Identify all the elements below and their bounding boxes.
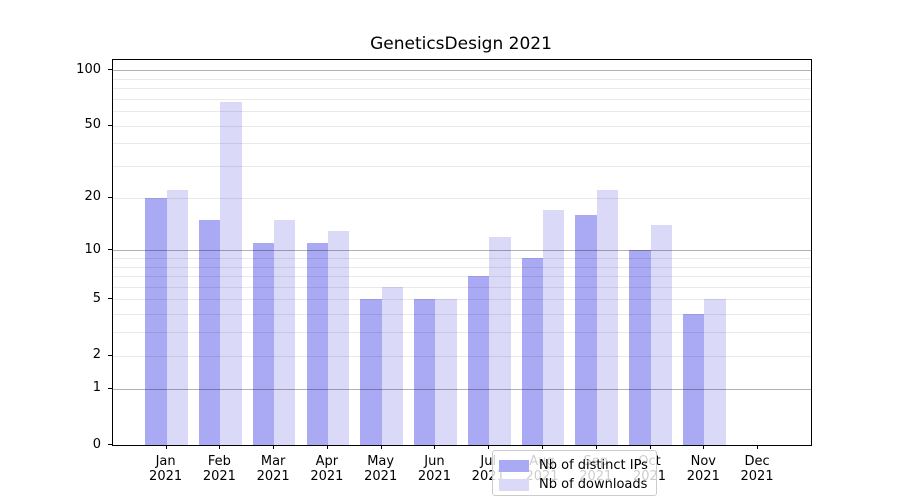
x-tick-mark: [434, 445, 436, 449]
y-tick-label: 50: [84, 117, 101, 133]
bar-distinct-ips-jun: [414, 299, 436, 445]
x-tick-mark: [273, 445, 275, 449]
bar-downloads-jan: [166, 190, 188, 445]
legend: Nb of distinct IPs Nb of downloads: [492, 450, 657, 496]
y-tick-label: 100: [76, 61, 101, 77]
plot-area: Nb of distinct IPs Nb of downloads: [112, 59, 812, 496]
x-tick-mark: [326, 445, 328, 449]
legend-swatch-distinct-ips-icon: [499, 459, 529, 472]
y-tick-mark: [108, 444, 112, 445]
y-tick-label: 20: [84, 189, 101, 205]
x-tick-mark: [488, 445, 490, 449]
bar-distinct-ips-nov: [683, 314, 705, 445]
legend-swatch-downloads-icon: [499, 478, 529, 491]
y-tick-label: 2: [92, 347, 101, 363]
x-tick-mark: [165, 445, 167, 449]
bar-distinct-ips-jul: [467, 276, 490, 445]
y-tick-label: 10: [84, 241, 101, 257]
x-tick-label-nov: Nov 2021: [686, 454, 720, 484]
legend-row-distinct-ips: Nb of distinct IPs: [499, 456, 648, 475]
legend-row-downloads: Nb of downloads: [499, 475, 648, 494]
x-tick-label-apr: Apr 2021: [310, 454, 344, 484]
chart-title: GeneticsDesign 2021: [370, 34, 552, 54]
bar-downloads-apr: [327, 230, 350, 445]
bar-downloads-feb: [220, 102, 242, 445]
bar-downloads-jun: [435, 299, 457, 445]
x-tick-label-dec: Dec 2021: [740, 454, 774, 484]
x-tick-mark: [541, 445, 543, 449]
bar-downloads-oct: [650, 225, 672, 445]
x-tick-label-feb: Feb 2021: [202, 454, 236, 484]
y-tick-mark: [108, 124, 112, 126]
y-tick-label: 1: [92, 380, 101, 396]
bar-distinct-ips-may: [360, 299, 382, 445]
bar-downloads-jul: [489, 236, 511, 445]
bar-downloads-aug: [542, 210, 565, 445]
x-tick-label-mar: Mar 2021: [256, 454, 290, 484]
bar-downloads-may: [381, 286, 403, 445]
y-tick-mark: [108, 69, 112, 71]
bar-distinct-ips-jan: [145, 197, 167, 445]
bar-downloads-mar: [274, 219, 296, 445]
x-tick-label-jan: Jan 2021: [149, 454, 183, 484]
bar-distinct-ips-feb: [199, 219, 221, 445]
x-tick-label-may: May 2021: [364, 454, 398, 484]
y-tick-mark: [108, 354, 112, 356]
x-tick-mark: [380, 445, 382, 449]
y-tick-label: 0: [92, 436, 101, 452]
x-tick-mark: [595, 445, 597, 449]
x-tick-mark: [649, 445, 651, 449]
bars-layer: [113, 60, 811, 445]
y-tick-mark: [108, 196, 112, 198]
y-tick-mark: [108, 387, 112, 389]
x-tick-mark: [757, 445, 759, 449]
y-tick-mark: [108, 249, 112, 251]
x-tick-mark: [703, 445, 705, 449]
bar-distinct-ips-mar: [252, 243, 275, 445]
bar-distinct-ips-sep: [575, 214, 597, 445]
x-tick-mark: [219, 445, 221, 449]
bar-downloads-nov: [704, 299, 726, 445]
x-tick-label-jun: Jun 2021: [417, 454, 451, 484]
bar-distinct-ips-oct: [629, 250, 651, 445]
bar-distinct-ips-aug: [521, 258, 543, 445]
bar-distinct-ips-apr: [306, 243, 328, 445]
legend-label-distinct-ips: Nb of distinct IPs: [539, 458, 648, 473]
bar-downloads-sep: [596, 190, 619, 445]
legend-label-downloads: Nb of downloads: [539, 477, 648, 492]
y-tick-mark: [108, 298, 112, 300]
y-tick-label: 5: [92, 290, 101, 306]
